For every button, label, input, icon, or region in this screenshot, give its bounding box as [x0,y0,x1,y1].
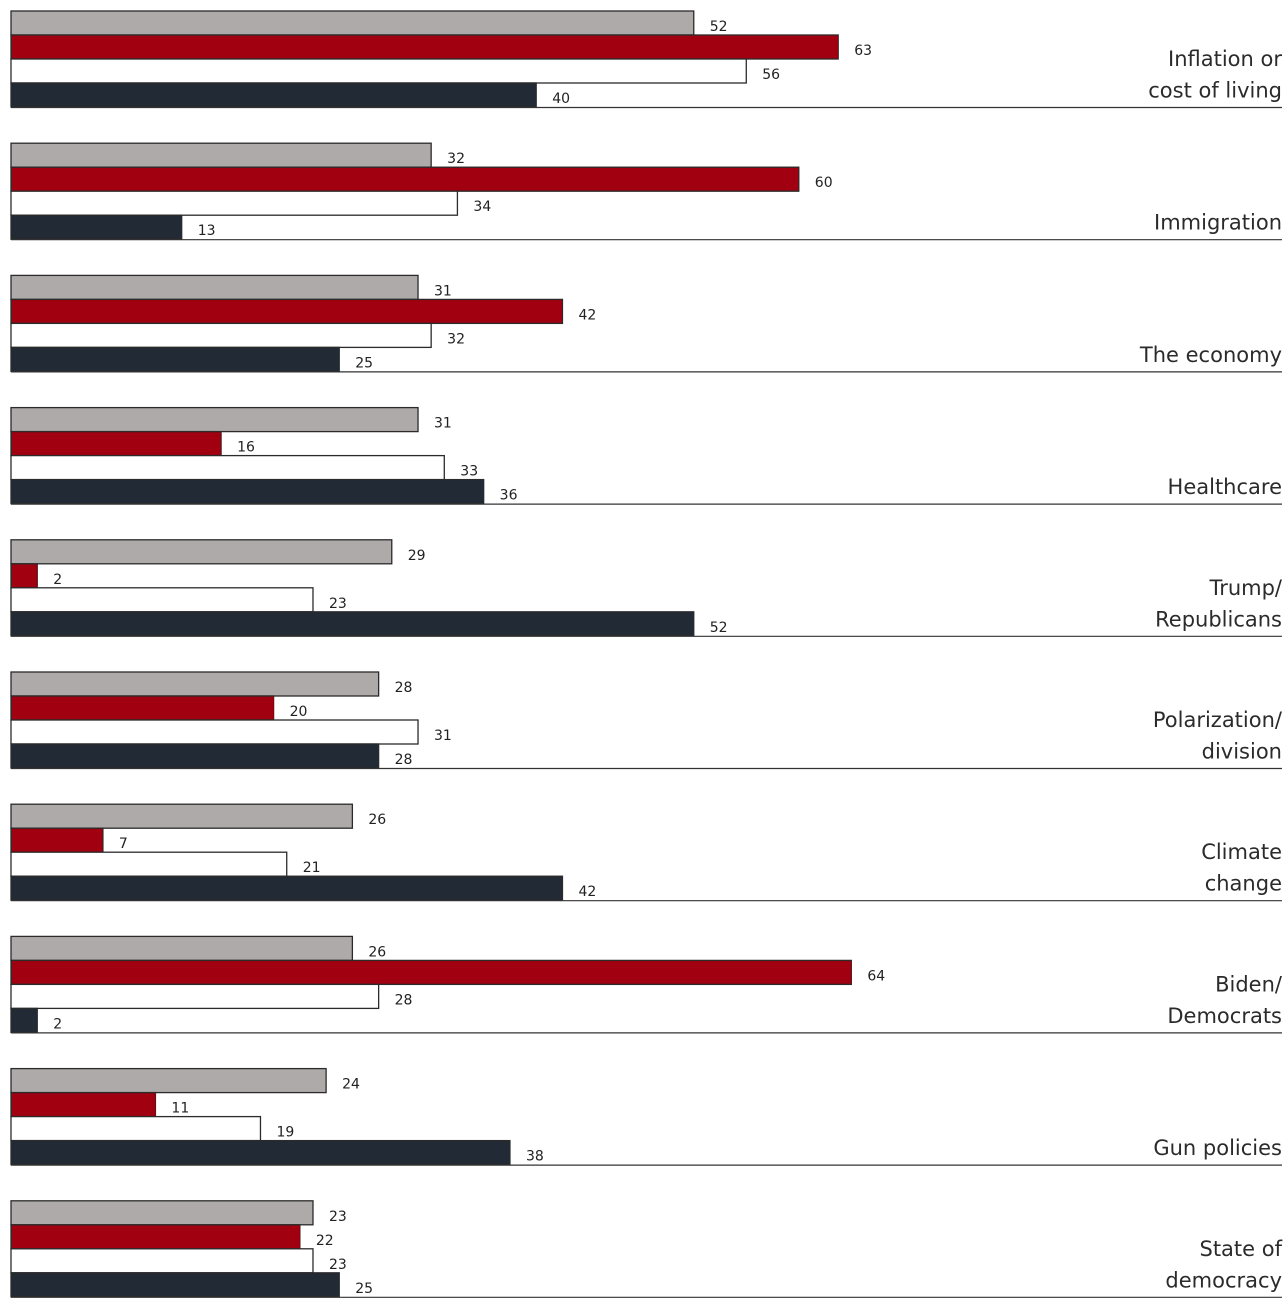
bar [11,1201,313,1225]
data-label: 28 [395,680,413,696]
data-label: 2 [53,1016,62,1032]
bar [11,1117,260,1141]
bar [11,744,379,768]
data-label: 31 [434,416,452,432]
bar [11,540,392,564]
category-label: Inflation or [1168,47,1282,71]
data-label: 38 [526,1149,544,1165]
bar [11,323,431,347]
data-label: 7 [119,836,128,852]
data-label: 40 [552,91,570,107]
data-label: 26 [368,944,386,960]
data-label: 32 [447,151,465,167]
bar [11,588,313,612]
bar [11,1069,326,1093]
data-label: 52 [710,19,728,35]
bar [11,828,103,852]
bar [11,612,694,636]
bar [11,35,838,59]
data-label: 11 [171,1101,189,1117]
bar [11,408,418,432]
bar [11,1249,313,1273]
bar [11,960,851,984]
bar [11,191,457,215]
category-label: democracy [1165,1268,1282,1292]
data-label: 23 [329,1257,347,1273]
category-label: The economy [1139,343,1282,367]
category-label: division [1202,740,1282,764]
bar [11,432,221,456]
category-label: Democrats [1167,1004,1282,1028]
bar [11,1008,37,1032]
bar [11,167,799,191]
data-label: 25 [355,1281,373,1297]
bar [11,143,431,167]
category-label: change [1205,872,1282,896]
data-label: 31 [434,283,452,299]
data-label: 23 [329,596,347,612]
category-label: cost of living [1148,79,1282,103]
bar [11,1093,155,1117]
data-label: 24 [342,1077,360,1093]
bar [11,1141,510,1165]
category-label: Healthcare [1168,475,1282,499]
data-label: 13 [198,223,216,239]
data-label: 28 [395,752,413,768]
bar [11,804,352,828]
data-label: 52 [710,620,728,636]
data-label: 2 [53,572,62,588]
bar [11,83,536,107]
data-label: 29 [408,548,426,564]
bar [11,852,287,876]
data-label: 20 [290,704,308,720]
bar [11,876,562,900]
data-label: 36 [500,488,518,504]
bar [11,696,274,720]
category-label: State of [1199,1237,1282,1261]
data-label: 25 [355,355,373,371]
category-label: Biden/ [1215,972,1283,996]
bar [11,1273,339,1297]
data-label: 19 [276,1125,294,1141]
data-label: 23 [329,1209,347,1225]
bar [11,564,37,588]
data-label: 42 [578,884,596,900]
bar [11,11,694,35]
data-label: 26 [368,812,386,828]
category-label: Polarization/ [1153,708,1283,732]
category-label: Climate [1201,840,1282,864]
data-label: 56 [762,67,780,83]
data-label: 31 [434,728,452,744]
bar [11,720,418,744]
category-label: Republicans [1155,607,1282,631]
bar [11,59,746,83]
category-label: Immigration [1154,211,1282,235]
data-label: 21 [303,860,321,876]
bar [11,984,379,1008]
data-label: 64 [867,968,885,984]
data-label: 60 [815,175,833,191]
bar [11,456,444,480]
data-label: 28 [395,992,413,1008]
category-label: Gun policies [1153,1136,1282,1160]
bar [11,936,352,960]
data-label: 42 [578,307,596,323]
data-label: 16 [237,440,255,456]
data-label: 32 [447,331,465,347]
bar [11,215,182,239]
bar [11,1225,300,1249]
category-label: Trump/ [1208,576,1282,600]
bar [11,480,484,504]
bar [11,299,562,323]
data-label: 63 [854,43,872,59]
data-label: 33 [460,464,478,480]
bar [11,347,339,371]
data-label: 34 [473,199,491,215]
bar [11,275,418,299]
data-label: 22 [316,1233,334,1249]
bar [11,672,379,696]
